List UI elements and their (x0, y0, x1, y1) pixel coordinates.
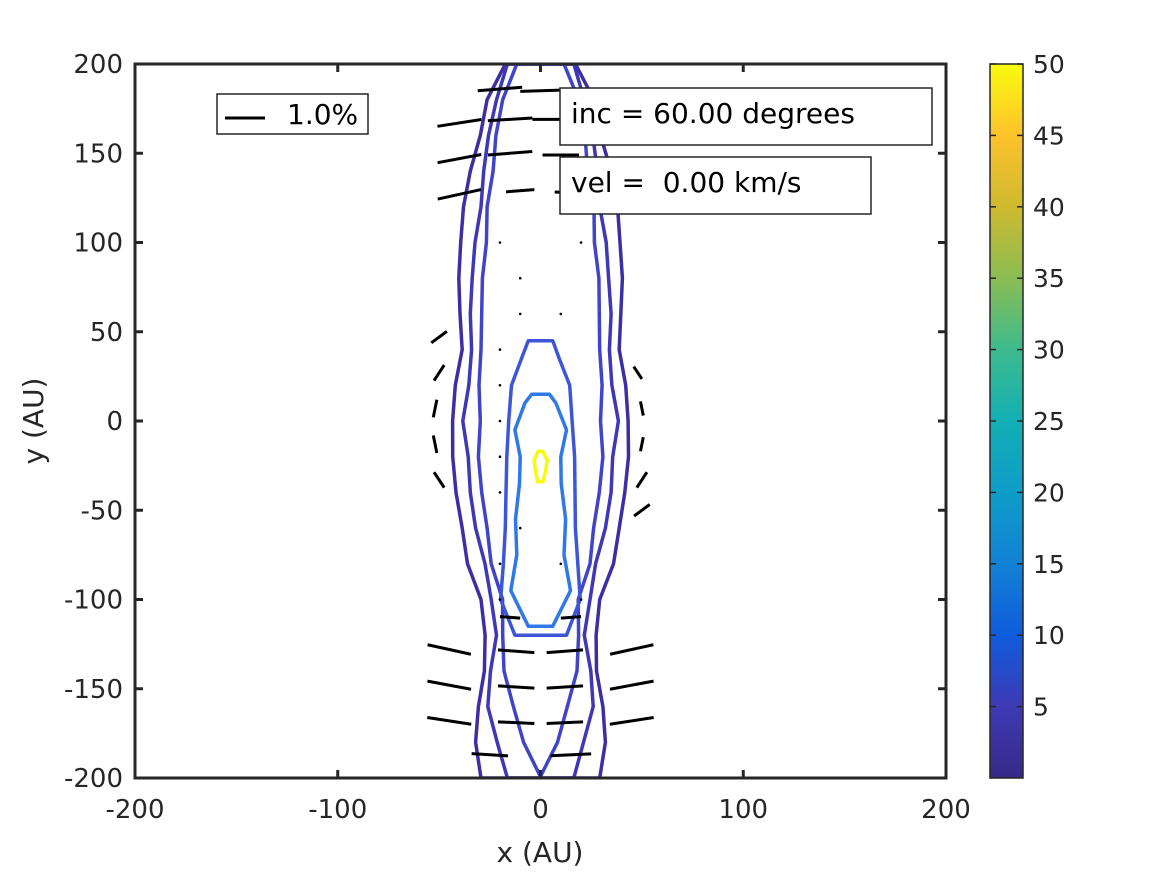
contour-line (509, 392, 573, 629)
polarization-vector (430, 330, 448, 345)
inclination-box (559, 87, 933, 146)
x-tick-label: 100 (718, 795, 768, 825)
y-tick-label: 100 (73, 229, 123, 259)
polarization-vector (609, 715, 654, 726)
velocity-annotation: vel = 0.00 km/s (559, 156, 872, 215)
colorbar: 5 10 15 20 25 30 35 40 45 50 (989, 50, 1065, 779)
polarization-vector (497, 648, 535, 655)
polarization-vector (633, 503, 651, 518)
polarization-vectors (427, 85, 654, 758)
polarization-vector (432, 471, 446, 489)
colorbar-tick-label: 30 (1033, 336, 1065, 365)
y-tick-label: -50 (81, 496, 123, 526)
vector-dot (579, 241, 583, 244)
polarization-vector (546, 684, 584, 690)
colorbar-tick-label: 35 (1033, 264, 1065, 293)
inclination-text: inc = 60.00 degrees (571, 97, 855, 130)
polarization-vector (431, 435, 439, 454)
y-tick-label: -200 (64, 764, 123, 794)
vector-dot (498, 419, 502, 423)
y-tick-label: 200 (73, 50, 123, 80)
polarization-vector (638, 436, 645, 452)
vector-dots (498, 241, 583, 601)
colorbar-tick-label: 20 (1033, 478, 1065, 507)
legend-box (216, 93, 369, 135)
x-axis-label: x (AU) (497, 836, 584, 869)
vector-dot (498, 384, 502, 387)
y-tick-label: -150 (64, 675, 123, 705)
contour-layer (450, 64, 631, 778)
polarization-vector (609, 679, 654, 691)
polarization-vector (427, 643, 472, 656)
y-axis-label: y (AU) (17, 378, 50, 465)
y-tick-label: -100 (64, 586, 123, 616)
polarization-vector (499, 615, 521, 620)
polarization-vector (487, 150, 533, 157)
polarization-vector (560, 615, 582, 620)
y-tick-label: 50 (90, 318, 123, 348)
x-tick-label: 0 (532, 795, 549, 825)
contour-line (476, 64, 605, 778)
polarization-vector (638, 401, 645, 416)
x-tick-label: -200 (105, 795, 164, 825)
vector-dot (498, 241, 502, 244)
y-tick-label: 0 (106, 407, 123, 437)
colorbar-tick-label: 10 (1033, 621, 1065, 650)
vector-dot (498, 562, 502, 566)
colorbar-tick-label: 25 (1033, 407, 1065, 436)
vector-dot (498, 455, 502, 459)
contour-line (450, 64, 631, 778)
vector-dot (498, 348, 502, 351)
legend: 1.0% (216, 93, 369, 135)
colorbar-tick-label: 40 (1033, 193, 1065, 222)
vector-dot (559, 312, 563, 316)
vector-dot (498, 491, 502, 494)
polarization-vector (427, 715, 472, 726)
polarization-vector (471, 752, 509, 758)
y-tick-label: 150 (73, 139, 123, 169)
legend-label: 1.0% (287, 98, 358, 131)
vector-dot (498, 598, 502, 601)
polarization-vector (427, 679, 472, 691)
polarization-vector (437, 118, 482, 128)
colorbar-ticks: 5 10 15 20 25 30 35 40 45 50 (990, 50, 1065, 722)
vector-dot (518, 526, 522, 530)
contour-line (532, 449, 549, 484)
polarization-vector (437, 153, 482, 165)
polarization-vector (520, 88, 561, 93)
polarization-vector (609, 643, 654, 656)
colorbar-tick-label: 45 (1033, 121, 1065, 150)
vector-dot (559, 562, 563, 566)
polarization-vector (546, 648, 584, 655)
vector-dot (579, 598, 583, 601)
polarization-vector (487, 116, 533, 123)
polarization-vector (635, 471, 649, 489)
colorbar-tick-label: 15 (1033, 550, 1065, 579)
x-tick-label: 200 (921, 795, 971, 825)
polarization-vector (497, 684, 535, 690)
polarization-vector (497, 720, 535, 726)
colorbar-tick-label: 50 (1033, 50, 1065, 79)
polarization-vector (437, 188, 482, 201)
contour-line (498, 338, 582, 637)
vector-dot (518, 312, 522, 316)
polarization-vector (632, 365, 644, 380)
vector-dot (518, 276, 522, 280)
polarization-vector (550, 752, 592, 758)
inclination-annotation: inc = 60.00 degrees (559, 87, 933, 146)
polarization-vector (431, 399, 439, 418)
x-tick-label: -100 (308, 795, 367, 825)
polarization-vector (505, 188, 535, 194)
polarization-vector (546, 720, 584, 726)
velocity-box (559, 156, 872, 215)
velocity-text: vel = 0.00 km/s (571, 166, 802, 199)
polarization-vector (477, 85, 523, 93)
polarization-vector (432, 364, 446, 382)
contour-line (461, 64, 621, 778)
colorbar-tick-label: 5 (1033, 693, 1049, 722)
axis-ticks: -200 -100 0 100 200 -200 -150 -100 -50 0 50 100 150 2… (64, 50, 971, 825)
